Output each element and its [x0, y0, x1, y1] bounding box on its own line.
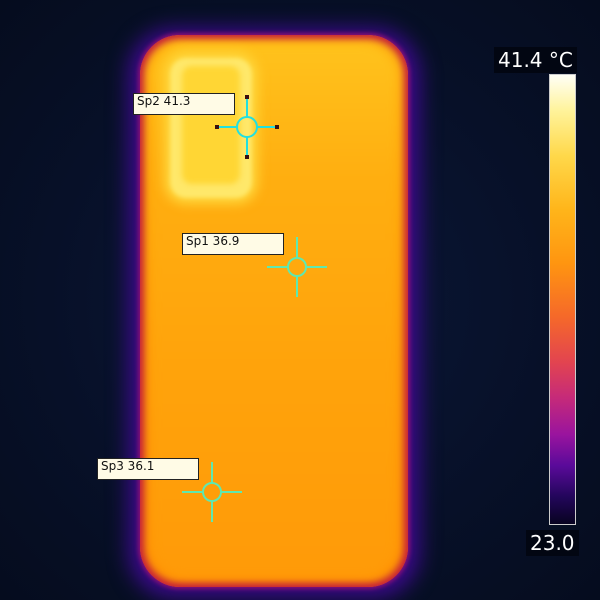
- crosshair-icon: [267, 237, 327, 297]
- crosshair-icon: [182, 462, 242, 522]
- spot-label-sp1: Sp1 36.9: [182, 233, 284, 255]
- camera-module-core: [182, 66, 240, 184]
- crosshair-icon: [215, 95, 279, 159]
- temperature-color-scale: [549, 74, 576, 525]
- scale-min-label: 23.0: [526, 530, 579, 556]
- spot-label-sp2: Sp2 41.3: [133, 93, 235, 115]
- spot-label-sp3: Sp3 36.1: [97, 458, 199, 480]
- scale-max-label: 41.4 °C: [494, 47, 577, 73]
